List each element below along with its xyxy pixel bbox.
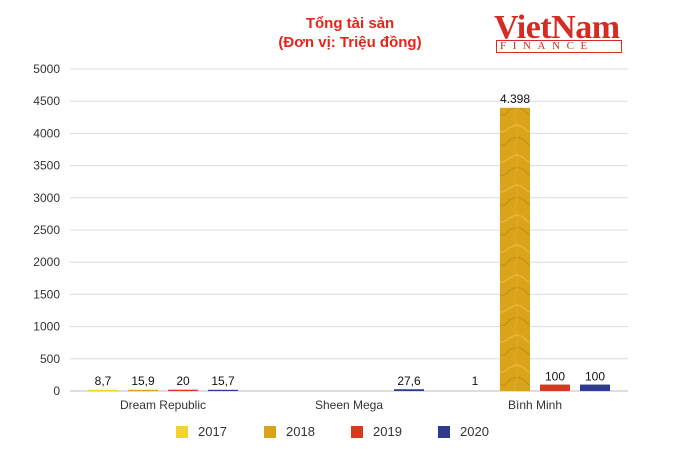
data-label: 1 [472,374,479,388]
bar-2020 [580,384,610,391]
chart-title: Tổng tài sản (Đơn vị: Triệu đồng) [150,14,550,52]
y-tick-label: 5000 [33,62,60,76]
legend-item-2018: 2018 [264,424,315,439]
x-tick-label: Bình Minh [508,398,562,412]
logo-subtitle: FINANCE [500,40,594,52]
legend-swatch [351,425,363,438]
legend: 2017 2018 2019 2020 [0,424,700,442]
x-tick-label: Sheen Mega [315,398,383,412]
chart-subtitle: (Đơn vị: Triệu đồng) [278,34,422,51]
data-label: 100 [545,370,565,384]
data-label: 100 [585,370,605,384]
legend-item-2017: 2017 [176,424,227,439]
bar-2017 [88,389,118,391]
chart-title-line1: Tổng tài sản [305,15,395,32]
y-tick-label: 2000 [33,255,60,269]
data-label: 15,7 [211,374,235,388]
y-tick-label: 500 [40,352,60,366]
legend-swatch [176,425,188,438]
data-label: 20 [176,374,190,388]
vietnam-finance-logo: VietNam FINANCE [494,9,624,56]
bar-2018 [500,107,530,391]
bar-2019 [168,389,198,391]
bar-2020 [208,389,238,391]
bar-2019 [540,384,570,391]
y-tick-label: 2500 [33,223,60,237]
data-label: 4.398 [500,92,530,106]
y-tick-label: 4000 [33,126,60,140]
legend-item-2019: 2019 [351,424,402,439]
legend-swatch [438,425,450,438]
y-tick-label: 3500 [33,159,60,173]
y-tick-label: 1000 [33,320,60,334]
legend-item-2020: 2020 [438,424,489,439]
x-tick-label: Dream Republic [120,398,206,412]
y-tick-label: 3000 [33,191,60,205]
legend-label: 2018 [286,424,315,439]
legend-label: 2020 [460,424,489,439]
y-tick-label: 4500 [33,94,60,108]
bar-chart: 0 500 1000 1500 2000 2500 3000 3500 4000 4500 5000… [33,62,628,412]
data-label: 15,9 [131,374,155,388]
y-tick-label: 1500 [33,287,60,301]
logo-frame [496,40,622,53]
data-label: 27,6 [397,374,421,388]
data-label: 8,7 [95,374,112,388]
legend-swatch [264,425,276,438]
y-tick-label: 0 [53,384,60,398]
logo-wordmark: VietNam [494,9,620,46]
bar-2020 [394,389,424,391]
legend-label: 2017 [198,424,227,439]
legend-label: 2019 [373,424,402,439]
bar-2018 [128,389,158,391]
